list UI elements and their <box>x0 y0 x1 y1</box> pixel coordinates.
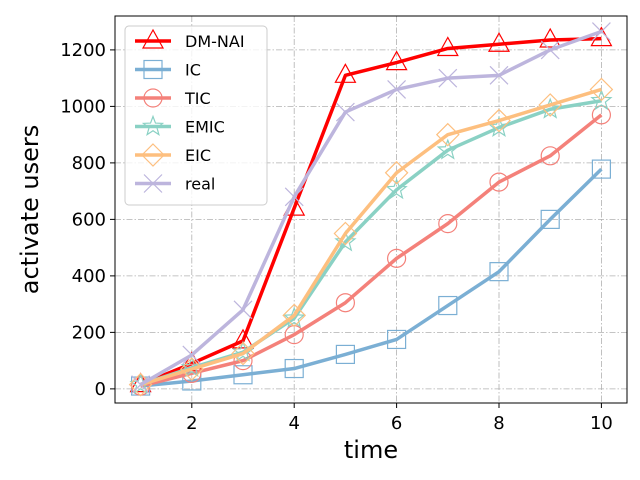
data-point-real <box>284 187 304 207</box>
y-axis-label: activate users <box>16 125 44 295</box>
legend-marker-real <box>143 174 163 193</box>
data-point-dm-nai <box>231 328 255 349</box>
data-point-emic <box>334 230 357 252</box>
legend-label: DM-NAI <box>185 32 245 51</box>
data-point-eic <box>589 77 614 102</box>
x-tick-label: 8 <box>493 413 504 434</box>
data-point-eic <box>179 357 204 381</box>
legend-entry-eic: EIC <box>135 143 211 167</box>
legend-label: EMIC <box>185 118 225 137</box>
data-point-emic <box>385 178 408 200</box>
series-line-real <box>139 29 602 387</box>
data-point-ic <box>438 295 458 316</box>
x-axis-label: time <box>344 436 398 464</box>
series-line-dm-nai <box>139 36 602 387</box>
data-point-eic <box>282 303 307 328</box>
legend-entry-dm-nai: DM-NAI <box>135 28 245 51</box>
y-tick-label: 200 <box>72 322 106 343</box>
data-point-eic <box>384 160 409 185</box>
y-tick-label: 1000 <box>60 96 106 117</box>
data-point-tic <box>335 293 355 313</box>
series-real <box>131 22 611 395</box>
data-point-real <box>131 375 151 395</box>
legend-marker-eic <box>141 143 165 167</box>
legend-entry-ic: IC <box>135 59 201 80</box>
legend-marker-dm-nai <box>141 28 165 49</box>
data-point-emic <box>283 306 306 328</box>
y-tick-label: 1200 <box>60 40 106 61</box>
x-tick-label: 2 <box>186 413 197 434</box>
legend-marker-ic <box>143 59 163 80</box>
data-point-dm-nai <box>436 36 459 57</box>
data-point-ic <box>335 344 355 365</box>
data-point-ic <box>489 262 509 282</box>
data-point-ic <box>387 329 407 350</box>
data-point-tic <box>438 214 458 234</box>
series-line-tic <box>140 113 603 388</box>
data-point-real <box>438 68 458 88</box>
data-point-emic <box>436 138 459 160</box>
legend-label: real <box>185 175 215 194</box>
data-point-tic <box>387 248 407 268</box>
data-point-ic <box>284 358 304 379</box>
data-point-ic <box>540 209 560 229</box>
data-point-ic <box>233 365 253 385</box>
data-point-eic <box>487 108 511 133</box>
data-point-tic <box>540 146 560 166</box>
data-point-real <box>489 65 509 85</box>
data-point-eic <box>435 122 460 147</box>
series-line-eic <box>140 87 602 387</box>
y-tick-label: 800 <box>72 153 106 174</box>
data-point-tic <box>489 172 509 192</box>
data-point-real <box>233 300 253 320</box>
legend-entry-emic: EMIC <box>135 114 225 137</box>
data-point-eic <box>333 221 358 246</box>
legend-label: TIC <box>184 89 211 108</box>
legend-label: EIC <box>185 146 211 165</box>
legend-entry-tic: TIC <box>135 88 211 108</box>
series-line-ic <box>140 167 603 388</box>
data-point-real <box>591 22 611 41</box>
data-point-dm-nai <box>539 27 562 48</box>
data-point-real <box>387 80 407 99</box>
legend-label: IC <box>185 61 201 80</box>
axis-ticks: 2 4 6 8 10 0 200 400 600 800 1000 1200 <box>60 40 613 434</box>
y-tick-label: 600 <box>72 209 106 230</box>
data-point-real <box>335 102 355 122</box>
data-point-eic <box>231 341 255 366</box>
legend: DM-NAI IC TIC EMIC EIC real <box>124 25 268 206</box>
x-tick-label: 10 <box>590 413 613 434</box>
legend-entry-real: real <box>135 174 215 194</box>
data-point-dm-nai <box>385 50 408 71</box>
data-point-emic <box>590 89 613 111</box>
plot-frame <box>114 15 628 404</box>
data-point-ic <box>591 159 612 179</box>
legend-marker-tic <box>143 88 163 108</box>
data-point-eic <box>538 93 563 117</box>
x-tick-label: 4 <box>288 413 299 434</box>
x-tick-label: 6 <box>391 413 402 434</box>
series-layer <box>128 22 614 397</box>
data-point-tic <box>591 105 612 125</box>
data-point-real <box>540 40 560 60</box>
y-tick-label: 400 <box>72 266 106 287</box>
y-tick-label: 0 <box>95 379 106 400</box>
series-eic <box>128 77 614 397</box>
data-point-dm-nai <box>334 63 357 83</box>
data-point-dm-nai <box>487 32 511 52</box>
legend-marker-emic <box>141 114 165 136</box>
data-point-real <box>182 345 202 365</box>
